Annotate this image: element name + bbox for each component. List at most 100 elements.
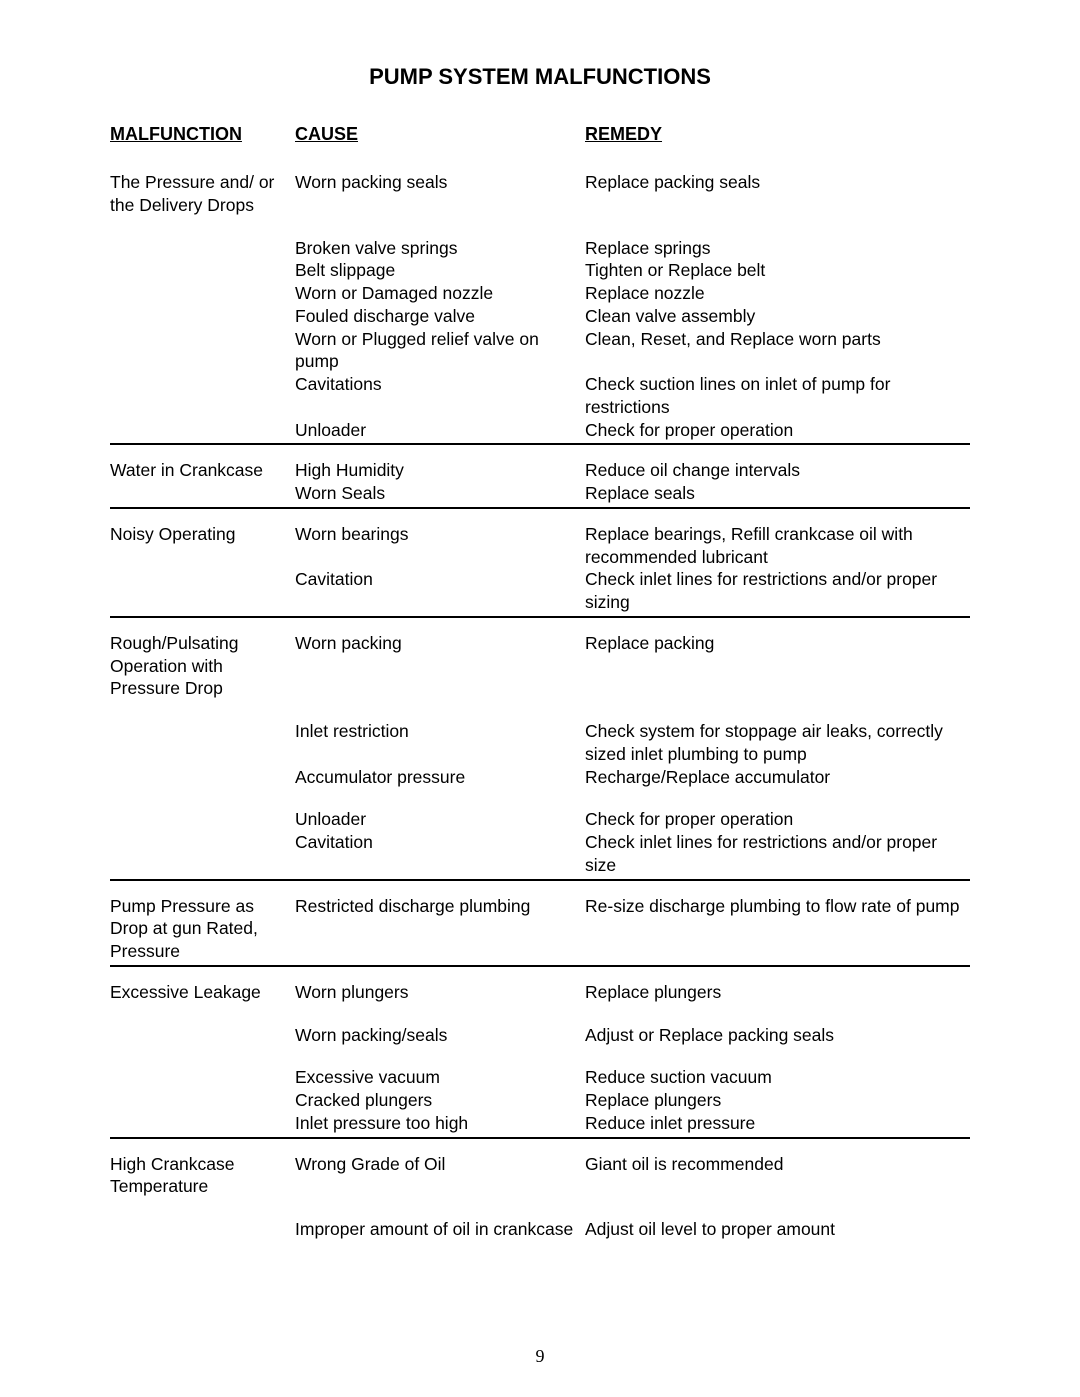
remedy-cell: Replace bearings, Refill crankcase oil w… bbox=[585, 523, 970, 569]
malfunction-cell bbox=[110, 482, 295, 505]
row-spacer bbox=[110, 1046, 970, 1066]
table-row: CavitationsCheck suction lines on inlet … bbox=[110, 373, 970, 419]
table-row: Excessive LeakageWorn plungersReplace pl… bbox=[110, 981, 970, 1004]
table-row: Worn or Damaged nozzleReplace nozzle bbox=[110, 282, 970, 305]
sections-container: The Pressure and/ or the Delivery DropsW… bbox=[110, 171, 970, 1243]
table-row: Worn or Plugged relief valve on pumpClea… bbox=[110, 328, 970, 374]
cause-cell: High Humidity bbox=[295, 459, 585, 482]
table-row: Cracked plungersReplace plungers bbox=[110, 1089, 970, 1112]
table-row: Worn SealsReplace seals bbox=[110, 482, 970, 505]
remedy-cell: Adjust or Replace packing seals bbox=[585, 1024, 970, 1047]
cause-cell: Belt slippage bbox=[295, 259, 585, 282]
row-spacer bbox=[110, 217, 970, 237]
cause-cell: Worn packing bbox=[295, 632, 585, 700]
table-row: Accumulator pressureRecharge/Replace acc… bbox=[110, 766, 970, 789]
table-row: UnloaderCheck for proper operation bbox=[110, 419, 970, 442]
page-title: PUMP SYSTEM MALFUNCTIONS bbox=[110, 64, 970, 90]
cause-cell: Improper amount of oil in crankcase bbox=[295, 1218, 585, 1241]
table-row: Fouled discharge valveClean valve assemb… bbox=[110, 305, 970, 328]
malfunction-section: Noisy OperatingWorn bearingsReplace bear… bbox=[110, 523, 970, 618]
document-page: PUMP SYSTEM MALFUNCTIONS MALFUNCTION CAU… bbox=[0, 0, 1080, 1397]
malfunction-cell bbox=[110, 1024, 295, 1047]
remedy-cell: Check inlet lines for restrictions and/o… bbox=[585, 568, 970, 614]
malfunction-cell bbox=[110, 831, 295, 877]
malfunction-cell: Excessive Leakage bbox=[110, 981, 295, 1004]
cause-cell: Wrong Grade of Oil bbox=[295, 1153, 585, 1199]
column-headers: MALFUNCTION CAUSE REMEDY bbox=[110, 124, 970, 145]
remedy-cell: Clean, Reset, and Replace worn parts bbox=[585, 328, 970, 374]
malfunction-section: Water in CrankcaseHigh HumidityReduce oi… bbox=[110, 459, 970, 509]
table-row: CavitationCheck inlet lines for restrict… bbox=[110, 831, 970, 877]
cause-cell: Worn plungers bbox=[295, 981, 585, 1004]
cause-cell: Fouled discharge valve bbox=[295, 305, 585, 328]
remedy-cell: Tighten or Replace belt bbox=[585, 259, 970, 282]
table-row: Inlet pressure too highReduce inlet pres… bbox=[110, 1112, 970, 1135]
table-row: Inlet restrictionCheck system for stoppa… bbox=[110, 720, 970, 766]
malfunction-cell bbox=[110, 373, 295, 419]
remedy-cell: Re-size discharge plumbing to flow rate … bbox=[585, 895, 970, 963]
row-spacer bbox=[110, 1198, 970, 1218]
table-row: Excessive vacuumReduce suction vacuum bbox=[110, 1066, 970, 1089]
cause-cell: Accumulator pressure bbox=[295, 766, 585, 789]
malfunction-cell bbox=[110, 237, 295, 260]
cause-cell: Unloader bbox=[295, 419, 585, 442]
remedy-cell: Adjust oil level to proper amount bbox=[585, 1218, 970, 1241]
malfunction-cell bbox=[110, 766, 295, 789]
remedy-cell: Replace springs bbox=[585, 237, 970, 260]
malfunction-cell: High Crankcase Temperature bbox=[110, 1153, 295, 1199]
cause-cell: Worn or Plugged relief valve on pump bbox=[295, 328, 585, 374]
cause-cell: Inlet restriction bbox=[295, 720, 585, 766]
table-row: Pump Pressure as Drop at gun Rated, Pres… bbox=[110, 895, 970, 963]
cause-cell: Worn or Damaged nozzle bbox=[295, 282, 585, 305]
remedy-cell: Replace plungers bbox=[585, 981, 970, 1004]
table-row: Noisy OperatingWorn bearingsReplace bear… bbox=[110, 523, 970, 569]
remedy-cell: Replace plungers bbox=[585, 1089, 970, 1112]
malfunction-cell: Noisy Operating bbox=[110, 523, 295, 569]
table-row: Worn packing/sealsAdjust or Replace pack… bbox=[110, 1024, 970, 1047]
cause-cell: Cavitations bbox=[295, 373, 585, 419]
malfunction-section: The Pressure and/ or the Delivery DropsW… bbox=[110, 171, 970, 445]
cause-cell: Restricted discharge plumbing bbox=[295, 895, 585, 963]
remedy-cell: Check inlet lines for restrictions and/o… bbox=[585, 831, 970, 877]
table-row: Belt slippageTighten or Replace belt bbox=[110, 259, 970, 282]
cause-cell: Cracked plungers bbox=[295, 1089, 585, 1112]
table-row: Rough/Pulsating Operation with Pressure … bbox=[110, 632, 970, 700]
remedy-cell: Reduce oil change intervals bbox=[585, 459, 970, 482]
remedy-cell: Reduce inlet pressure bbox=[585, 1112, 970, 1135]
cause-cell: Cavitation bbox=[295, 568, 585, 614]
table-row: UnloaderCheck for proper operation bbox=[110, 808, 970, 831]
table-row: Water in CrankcaseHigh HumidityReduce oi… bbox=[110, 459, 970, 482]
table-row: High Crankcase TemperatureWrong Grade of… bbox=[110, 1153, 970, 1199]
row-spacer bbox=[110, 788, 970, 808]
malfunction-cell bbox=[110, 1089, 295, 1112]
malfunction-cell: Water in Crankcase bbox=[110, 459, 295, 482]
malfunction-cell bbox=[110, 328, 295, 374]
remedy-cell: Check for proper operation bbox=[585, 808, 970, 831]
malfunction-cell: Rough/Pulsating Operation with Pressure … bbox=[110, 632, 295, 700]
remedy-cell: Replace seals bbox=[585, 482, 970, 505]
table-row: Broken valve springsReplace springs bbox=[110, 237, 970, 260]
remedy-cell: Replace nozzle bbox=[585, 282, 970, 305]
malfunction-cell bbox=[110, 305, 295, 328]
remedy-cell: Check for proper operation bbox=[585, 419, 970, 442]
remedy-cell: Check suction lines on inlet of pump for… bbox=[585, 373, 970, 419]
cause-cell: Worn packing/seals bbox=[295, 1024, 585, 1047]
header-cause: CAUSE bbox=[295, 124, 585, 145]
malfunction-cell bbox=[110, 419, 295, 442]
malfunction-cell bbox=[110, 1218, 295, 1241]
remedy-cell: Replace packing seals bbox=[585, 171, 970, 217]
cause-cell: Cavitation bbox=[295, 831, 585, 877]
malfunction-section: Pump Pressure as Drop at gun Rated, Pres… bbox=[110, 895, 970, 967]
table-row: The Pressure and/ or the Delivery DropsW… bbox=[110, 171, 970, 217]
malfunction-section: Rough/Pulsating Operation with Pressure … bbox=[110, 632, 970, 881]
header-remedy: REMEDY bbox=[585, 124, 970, 145]
remedy-cell: Clean valve assembly bbox=[585, 305, 970, 328]
table-row: CavitationCheck inlet lines for restrict… bbox=[110, 568, 970, 614]
remedy-cell: Recharge/Replace accumulator bbox=[585, 766, 970, 789]
cause-cell: Excessive vacuum bbox=[295, 1066, 585, 1089]
malfunction-cell bbox=[110, 808, 295, 831]
cause-cell: Worn bearings bbox=[295, 523, 585, 569]
page-number: 9 bbox=[0, 1346, 1080, 1367]
row-spacer bbox=[110, 700, 970, 720]
cause-cell: Unloader bbox=[295, 808, 585, 831]
